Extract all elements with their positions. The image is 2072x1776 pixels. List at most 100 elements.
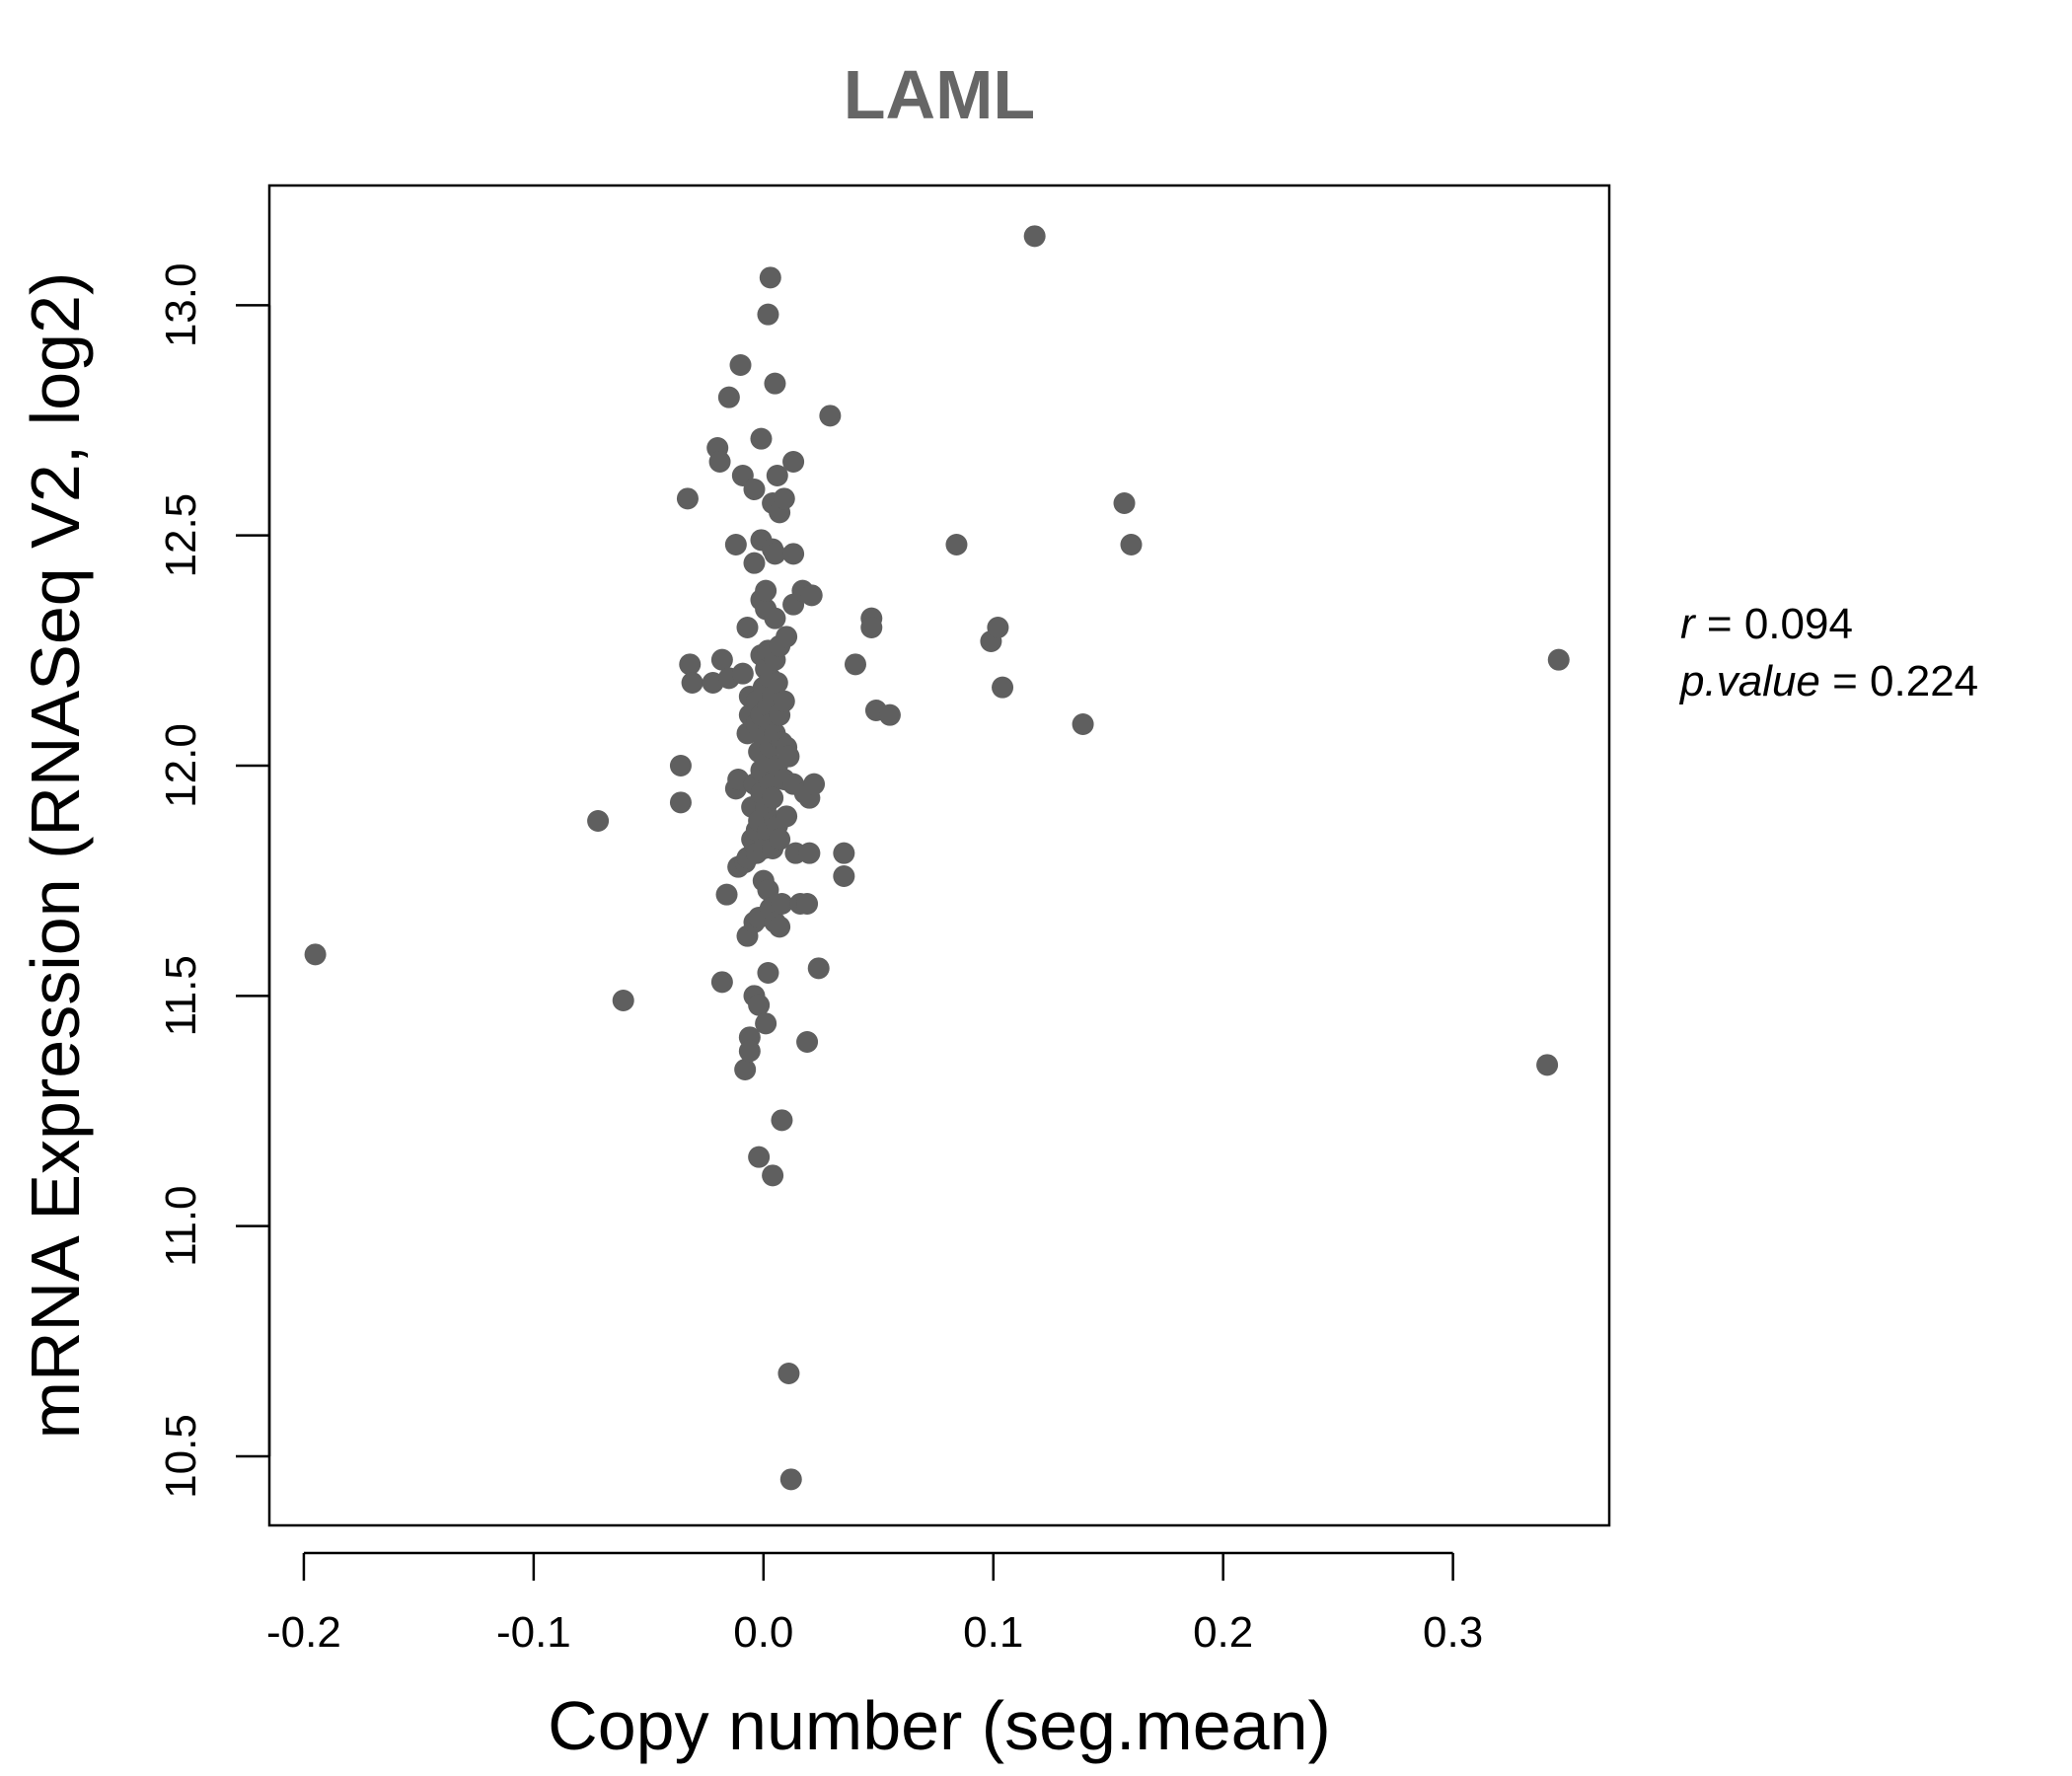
data-point	[743, 552, 766, 574]
data-point	[766, 672, 788, 694]
data-point	[987, 617, 1009, 638]
data-point	[681, 672, 703, 694]
r-value: 0.094	[1744, 600, 1853, 648]
y-tick-label: 11.5	[157, 955, 205, 1036]
data-point	[764, 543, 786, 565]
data-point	[773, 690, 795, 712]
data-point	[757, 303, 779, 326]
data-point	[679, 653, 702, 676]
data-point	[796, 1031, 819, 1053]
data-point	[764, 372, 786, 395]
data-point	[1023, 225, 1046, 248]
data-point	[766, 465, 788, 486]
y-tick-label: 12.5	[157, 493, 205, 578]
r-label: r	[1680, 600, 1697, 648]
p-label: p.value	[1678, 657, 1820, 705]
data-point	[710, 971, 733, 994]
data-point	[1536, 1054, 1559, 1076]
data-point	[796, 893, 819, 915]
data-point	[717, 386, 740, 408]
data-point	[724, 534, 747, 555]
x-tick-label: 0.2	[1193, 1608, 1253, 1657]
y-axis: 10.5 11.0 11.5 12.0 12.5 13.0	[157, 263, 271, 1499]
data-point	[738, 1040, 761, 1063]
data-point	[878, 703, 901, 726]
data-point	[771, 893, 793, 915]
data-point	[782, 543, 805, 565]
data-point	[776, 805, 798, 828]
data-point	[833, 865, 855, 887]
data-point	[676, 487, 699, 510]
data-point	[612, 990, 634, 1011]
data-point	[777, 745, 800, 768]
data-point	[860, 617, 883, 638]
data-points	[304, 225, 1570, 1491]
chart-title: LAML	[844, 56, 1035, 133]
data-point	[729, 354, 752, 376]
data-point	[736, 617, 759, 638]
data-point	[748, 994, 771, 1016]
p-statistic: p.value = 0.224	[1678, 657, 1978, 705]
data-point	[587, 810, 610, 832]
data-point	[750, 427, 773, 450]
data-point	[769, 916, 791, 938]
data-point	[992, 676, 1014, 699]
data-point	[945, 534, 968, 555]
x-tick-label: -0.1	[496, 1608, 571, 1657]
data-point	[819, 405, 842, 427]
data-point	[762, 786, 784, 809]
x-axis-label: Copy number (seg.mean)	[548, 1687, 1331, 1764]
data-point	[807, 957, 830, 980]
data-point	[755, 579, 777, 602]
data-point	[773, 487, 795, 510]
p-equals: =	[1832, 657, 1870, 705]
data-point	[776, 626, 798, 648]
data-point	[757, 879, 779, 901]
data-point	[1120, 534, 1143, 555]
y-tick-label: 13.0	[157, 263, 205, 348]
data-point	[748, 1146, 771, 1168]
data-point	[1072, 713, 1094, 735]
data-point	[669, 791, 692, 814]
y-tick-label: 10.5	[157, 1414, 205, 1499]
data-point	[710, 648, 733, 671]
data-point	[800, 584, 823, 607]
data-point	[803, 773, 826, 795]
x-tick-label: 0.3	[1423, 1608, 1483, 1657]
data-point	[798, 842, 821, 864]
r-statistic: r = 0.094	[1680, 600, 1853, 648]
data-point	[779, 1468, 802, 1491]
data-point	[755, 1012, 777, 1035]
p-value: 0.224	[1870, 657, 1978, 705]
data-point	[669, 755, 692, 777]
data-point	[743, 479, 766, 500]
x-tick-label: -0.2	[266, 1608, 341, 1657]
data-point	[769, 828, 791, 851]
x-tick-label: 0.0	[733, 1608, 793, 1657]
data-point	[1113, 492, 1136, 514]
y-axis-label: mRNA Expression (RNASeq V2, log2)	[17, 272, 94, 1440]
data-point	[782, 451, 805, 473]
data-point	[757, 962, 779, 984]
y-tick-label: 12.0	[157, 723, 205, 808]
data-point	[833, 842, 855, 864]
x-tick-label: 0.1	[963, 1608, 1023, 1657]
data-point	[304, 943, 327, 966]
data-point	[1547, 648, 1570, 671]
data-point	[731, 662, 754, 685]
r-equals: =	[1707, 600, 1744, 648]
x-axis: -0.2 -0.1 0.0 0.1 0.2 0.3	[266, 1551, 1483, 1657]
data-point	[734, 1059, 757, 1080]
stats-annotation: r = 0.094 p.value = 0.224	[1678, 600, 1978, 705]
data-point	[771, 1109, 793, 1132]
data-point	[759, 266, 781, 289]
data-point	[708, 451, 731, 473]
y-tick-label: 11.0	[157, 1185, 205, 1266]
data-point	[762, 1164, 784, 1187]
data-point	[777, 1363, 800, 1384]
data-point	[844, 653, 866, 676]
data-point	[715, 883, 738, 906]
data-point	[764, 607, 786, 629]
